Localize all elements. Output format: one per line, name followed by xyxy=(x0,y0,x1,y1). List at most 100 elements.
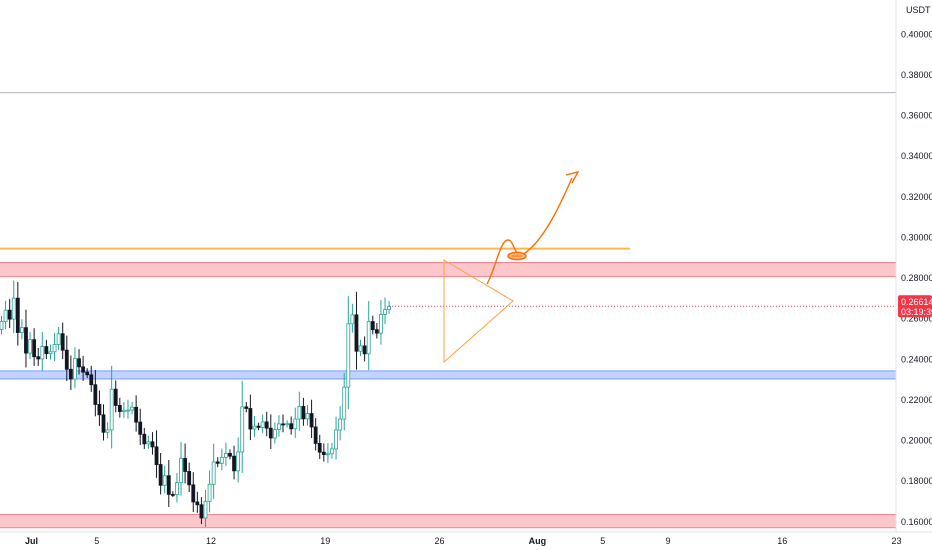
candle[interactable] xyxy=(97,390,102,426)
candle[interactable] xyxy=(313,418,318,451)
candle[interactable] xyxy=(346,296,351,410)
candle[interactable] xyxy=(199,497,204,525)
candle[interactable] xyxy=(60,322,65,360)
candle[interactable] xyxy=(309,399,314,439)
candle[interactable] xyxy=(64,335,69,381)
price-axis[interactable]: USDT 0.40000 0.38000 0.36000 0.34000 0.32000… xyxy=(895,0,932,532)
candle[interactable] xyxy=(277,415,281,437)
candle[interactable] xyxy=(211,443,216,499)
candle[interactable] xyxy=(146,435,151,449)
candle[interactable] xyxy=(113,380,118,413)
candle[interactable] xyxy=(338,406,343,441)
candle[interactable] xyxy=(122,401,126,419)
candle[interactable] xyxy=(44,339,49,360)
candle[interactable] xyxy=(150,432,155,455)
candle[interactable] xyxy=(350,303,355,333)
candle[interactable] xyxy=(383,297,387,325)
candle[interactable] xyxy=(321,443,326,462)
candle[interactable] xyxy=(281,414,285,433)
candle[interactable] xyxy=(317,434,322,459)
candle[interactable] xyxy=(73,347,77,389)
candle[interactable] xyxy=(15,281,20,346)
candle[interactable] xyxy=(305,405,310,426)
candle[interactable] xyxy=(28,331,32,360)
candle[interactable] xyxy=(366,301,371,371)
candle[interactable] xyxy=(228,449,232,460)
candle[interactable] xyxy=(68,355,73,391)
candle[interactable] xyxy=(334,416,338,460)
candle[interactable] xyxy=(293,407,298,438)
plot-area[interactable] xyxy=(0,92,896,529)
candle[interactable] xyxy=(362,336,367,362)
candle[interactable] xyxy=(325,443,330,464)
candle[interactable] xyxy=(93,369,98,417)
candle[interactable] xyxy=(142,427,147,449)
candle[interactable] xyxy=(387,300,392,314)
candle[interactable] xyxy=(219,448,224,471)
candle[interactable] xyxy=(289,416,294,435)
candle[interactable] xyxy=(105,422,110,439)
candle[interactable] xyxy=(354,291,359,370)
candle[interactable] xyxy=(301,397,306,426)
candle[interactable] xyxy=(134,395,139,432)
candle[interactable] xyxy=(32,328,37,366)
candle[interactable] xyxy=(179,442,183,496)
candle[interactable] xyxy=(297,391,302,431)
candle[interactable] xyxy=(223,442,228,466)
candle[interactable] xyxy=(77,349,81,375)
candle[interactable] xyxy=(264,411,269,437)
candle[interactable] xyxy=(48,344,53,360)
candle[interactable] xyxy=(285,420,290,428)
candle[interactable] xyxy=(260,414,265,434)
candle[interactable] xyxy=(3,300,8,330)
candle[interactable] xyxy=(374,322,379,339)
time-axis[interactable]: Jul5121926Aug59162327Sep613 xyxy=(0,531,932,546)
candle[interactable] xyxy=(232,445,236,480)
candle[interactable] xyxy=(162,465,167,494)
candle[interactable] xyxy=(187,462,192,493)
candle[interactable] xyxy=(89,365,94,392)
candle[interactable] xyxy=(154,430,159,478)
candle[interactable] xyxy=(158,453,163,495)
candle[interactable] xyxy=(379,299,383,345)
candle[interactable] xyxy=(244,402,249,413)
triangle-pattern[interactable] xyxy=(443,259,514,364)
candle[interactable] xyxy=(272,422,277,444)
candle[interactable] xyxy=(191,472,196,513)
candle[interactable] xyxy=(252,416,257,438)
resistance-zone[interactable] xyxy=(0,262,896,277)
candle[interactable] xyxy=(11,280,16,334)
candle[interactable] xyxy=(126,399,130,419)
candle[interactable] xyxy=(0,315,4,335)
drawings-layer[interactable] xyxy=(443,170,580,364)
candle[interactable] xyxy=(370,315,375,335)
candle[interactable] xyxy=(195,491,200,513)
candle[interactable] xyxy=(81,355,85,381)
candle[interactable] xyxy=(240,380,245,473)
forecast-arrow-path[interactable] xyxy=(486,177,573,285)
candle[interactable] xyxy=(36,347,41,366)
candle[interactable] xyxy=(101,404,106,441)
candle[interactable] xyxy=(256,422,261,431)
candle[interactable] xyxy=(138,408,143,446)
candle[interactable] xyxy=(183,443,188,484)
candles[interactable] xyxy=(0,280,392,528)
support-zone-lower[interactable] xyxy=(0,514,896,528)
candle[interactable] xyxy=(215,457,220,468)
candle[interactable] xyxy=(7,299,12,328)
support-zone-upper[interactable] xyxy=(0,370,896,380)
candle[interactable] xyxy=(203,490,208,528)
candle[interactable] xyxy=(207,470,212,513)
candle[interactable] xyxy=(170,491,175,498)
candle[interactable] xyxy=(175,472,179,503)
candle[interactable] xyxy=(56,326,61,350)
candle[interactable] xyxy=(117,397,122,418)
candle[interactable] xyxy=(109,365,114,449)
candle[interactable] xyxy=(19,319,24,340)
candle[interactable] xyxy=(342,372,347,431)
candle[interactable] xyxy=(130,402,134,415)
candle[interactable] xyxy=(52,332,57,362)
candle[interactable] xyxy=(24,309,28,368)
candle[interactable] xyxy=(85,368,90,378)
